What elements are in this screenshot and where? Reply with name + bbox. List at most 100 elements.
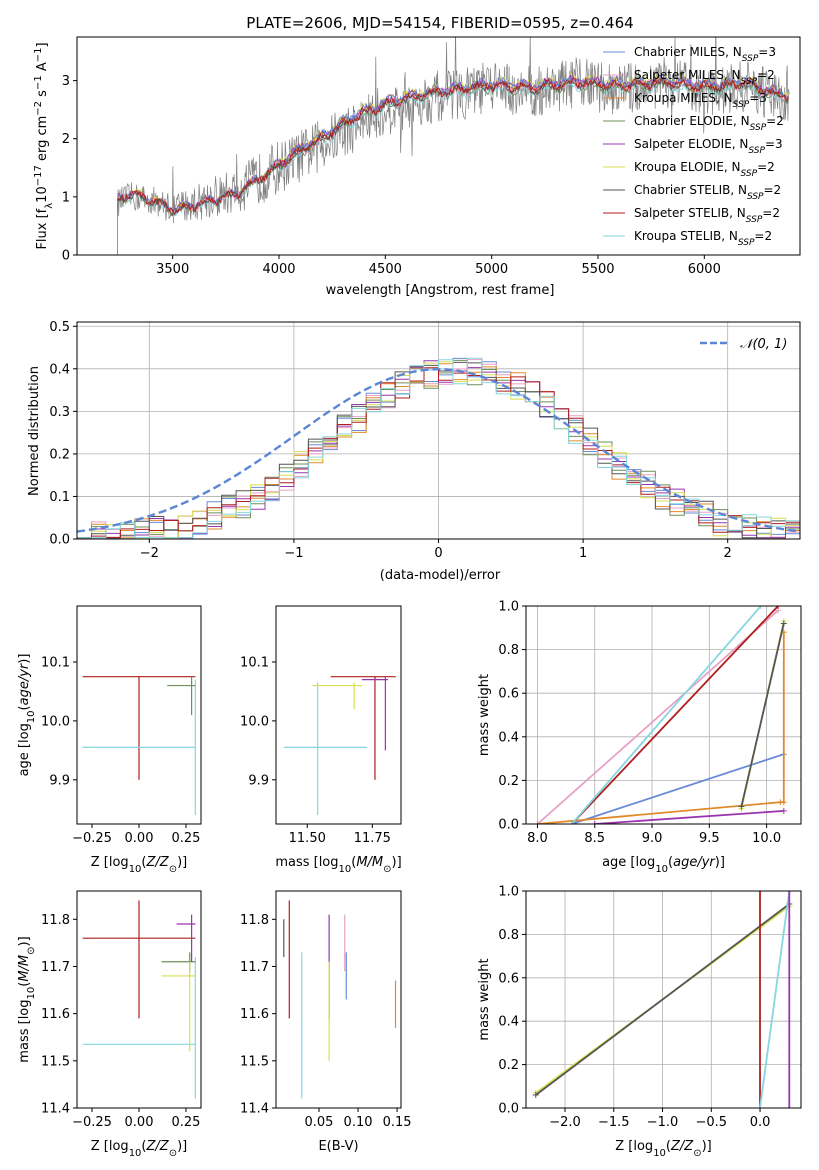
- y-axis-label: Flux [fλ10−17 erg cm−2 s−1 A−1]: [33, 42, 55, 249]
- x-tick-label: 4500: [369, 262, 402, 277]
- residual-histogram: [77, 357, 800, 539]
- grid-lines: [526, 606, 801, 824]
- y-tick-label: 0.2: [498, 774, 519, 789]
- massweight-line: [594, 810, 784, 824]
- x-tick-label: 0.15: [383, 1115, 412, 1130]
- plot-area: [82, 900, 196, 1099]
- y-tick-label: 0.4: [49, 362, 70, 377]
- y-tick-label: 11.4: [240, 1102, 269, 1117]
- y-tick-label: 11.7: [240, 960, 269, 975]
- massweight-line: [571, 606, 779, 824]
- x-tick-label: 3500: [156, 262, 189, 277]
- normal-curve: [77, 368, 800, 533]
- massweight-line: [571, 753, 785, 824]
- massweight-vs-age-panel: 8.0 8.5 9.0 9.5 10.0 0.0 0.2 0.4 0.6 0.8 1.0 age [l…: [477, 600, 802, 875]
- y-tick-label: 11.5: [240, 1054, 269, 1069]
- axes-frame: [76, 605, 202, 825]
- axes-frame: [275, 605, 402, 825]
- x-tick-label: −2.0: [549, 1115, 581, 1130]
- plot-area: [77, 322, 800, 539]
- y-tick-label: 3: [62, 74, 70, 89]
- y-tick-label: 1.0: [498, 885, 519, 900]
- y-tick-label: 0.2: [498, 1058, 519, 1073]
- y-tick-label: 0.0: [498, 1102, 519, 1117]
- age-vs-metallicity-panel: −0.25 0.00 0.25 9.9 10.0 10.1 Z [log10(Z/Z⊙)] a…: [17, 605, 202, 875]
- spectrum-model-line: [117, 77, 789, 215]
- y-tick-label: 10.0: [240, 714, 269, 729]
- x-tick-label: 5000: [475, 262, 508, 277]
- y-tick-label: 10.1: [41, 655, 70, 670]
- y-tick-label: 0.1: [49, 490, 70, 505]
- y-axis-label: Normed distribution: [27, 366, 42, 496]
- y-tick-label: 0.2: [49, 447, 70, 462]
- x-axis-label: Z [log10(Z/Z⊙)]: [91, 855, 188, 875]
- axes-frame: [76, 890, 202, 1109]
- legend-entry: Chabrier ELODIE, NSSP=2: [634, 114, 784, 133]
- x-tick-label: −2: [140, 546, 159, 561]
- x-tick-label: −1.0: [647, 1115, 679, 1130]
- plot-area: [283, 676, 396, 816]
- spectrum-data-edge: [108, 202, 118, 255]
- x-tick-label: 9.5: [699, 831, 720, 846]
- plot-area: [82, 676, 196, 816]
- y-tick-label: 11.5: [41, 1054, 70, 1069]
- plot-inner: [77, 322, 800, 539]
- x-tick-label: −0.25: [72, 831, 112, 846]
- age-vs-mass-panel: 11.50 11.75 9.9 10.0 10.1 mass [log10(M/M⊙)]: [240, 605, 402, 875]
- y-tick-label: 11.8: [41, 913, 70, 928]
- y-tick-label: 0: [62, 249, 70, 264]
- plot-inner: [283, 676, 396, 816]
- massweight-marker: [780, 807, 787, 814]
- legend-entry: Salpeter ELODIE, NSSP=3: [634, 137, 783, 156]
- y-tick-label: 11.7: [41, 960, 70, 975]
- massweight-line: [759, 891, 791, 1108]
- y-tick-label: 0.8: [498, 928, 519, 943]
- massweight-marker: [757, 891, 764, 894]
- plot-area: [283, 900, 397, 1099]
- x-tick-label: 0.05: [304, 1115, 333, 1130]
- y-tick-label: 0.3: [49, 405, 70, 420]
- y-tick-label: 0.0: [49, 533, 70, 548]
- x-axis-label: Z [log10(Z/Z⊙)]: [91, 1139, 188, 1159]
- x-tick-label: −0.5: [695, 1115, 727, 1130]
- x-tick-label: −0.25: [72, 1115, 112, 1130]
- x-tick-label: 0.00: [125, 831, 154, 846]
- axes-frame: [525, 605, 802, 825]
- y-tick-label: 1: [62, 190, 70, 205]
- legend-entry: Salpeter MILES, NSSP=2: [634, 68, 775, 87]
- axes-frame: [76, 321, 801, 540]
- x-axis-label: age [log10(age/yr)]: [602, 855, 725, 875]
- residual-distribution-panel: −2 −1 0 1 2 0.0 0.1 0.2 0.3 0.4 0.5 𝒩(0, 1) (data-mo…: [27, 320, 801, 583]
- massweight-marker: [757, 606, 764, 609]
- massweight-marker: [534, 821, 541, 824]
- massweight-marker: [532, 1091, 539, 1098]
- axes-frame: [275, 890, 402, 1109]
- y-tick-label: 11.6: [240, 1007, 269, 1022]
- y-tick-label: 0.0: [498, 818, 519, 833]
- x-tick-label: 0.00: [125, 1115, 154, 1130]
- x-axis-label: E(B-V): [318, 1139, 358, 1154]
- massweight-line: [535, 903, 790, 1096]
- massweight-marker: [738, 803, 745, 810]
- x-tick-label: 4000: [262, 262, 295, 277]
- y-tick-label: 1.0: [498, 600, 519, 615]
- x-tick-label: 9.0: [642, 831, 663, 846]
- x-axis-label: Z [log10(Z/Z⊙)]: [615, 1139, 712, 1159]
- plot-inner: [526, 891, 801, 1108]
- plot-inner: [526, 606, 801, 824]
- residual-histogram: [77, 367, 800, 539]
- plot-inner: [82, 676, 196, 816]
- legend-entry: Chabrier STELIB, NSSP=2: [634, 183, 781, 202]
- mass-vs-ebv-panel: 0.05 0.10 0.15 11.4 11.5 11.6 11.7 11.8 E(B-V): [240, 890, 412, 1154]
- massweight-marker: [780, 620, 787, 627]
- y-tick-label: 0.4: [498, 730, 519, 745]
- legend-entry: Chabrier MILES, NSSP=3: [634, 45, 776, 64]
- y-axis-label: mass [log10(M/M⊙)]: [17, 936, 37, 1062]
- x-tick-label: 6000: [688, 262, 721, 277]
- massweight-marker: [780, 799, 787, 806]
- x-tick-label: 0.0: [750, 1115, 771, 1130]
- x-tick-label: 8.0: [527, 831, 548, 846]
- legend-entry: Salpeter STELIB, NSSP=2: [634, 206, 780, 225]
- plot-area: [526, 606, 801, 824]
